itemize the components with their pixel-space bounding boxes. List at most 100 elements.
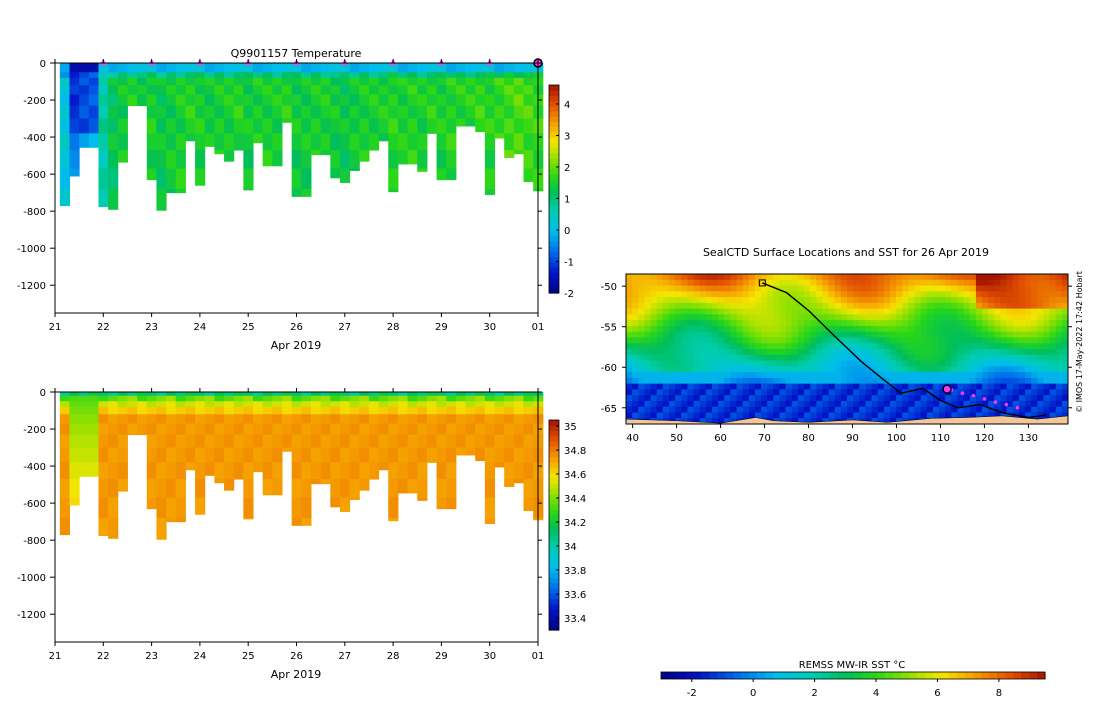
sst-cell	[1061, 285, 1069, 292]
sst-cell	[834, 343, 842, 350]
salinity-cell	[484, 414, 496, 424]
sst-colorbar-swatch	[965, 672, 974, 679]
lat-tick-label: -65	[601, 404, 617, 415]
sst-cell	[945, 331, 952, 338]
sst-cell	[816, 412, 823, 419]
sst-cell	[840, 314, 848, 321]
salinity-cell	[310, 462, 322, 480]
sst-cell	[1025, 406, 1032, 413]
temperature-cell	[282, 66, 293, 73]
sst-cell	[896, 343, 903, 350]
temperature-cell	[59, 168, 70, 190]
sst-cell	[1006, 377, 1014, 385]
sst-cell	[656, 395, 664, 402]
salinity-cell	[117, 423, 128, 436]
salinity-cell	[407, 462, 418, 480]
temperature-cell	[388, 77, 399, 86]
sst-colorbar: -2 0 2 4 6 8	[660, 671, 1046, 699]
sst-cell	[773, 412, 780, 419]
salinity-cell	[494, 401, 505, 408]
sst-cell	[644, 274, 651, 281]
temperature-cell	[301, 133, 312, 151]
sst-cell	[945, 412, 952, 419]
sst-cell	[632, 297, 639, 304]
sst-cell	[810, 366, 817, 373]
sst-cell	[994, 285, 1001, 292]
sst-cell	[779, 366, 787, 373]
sst-colorbar-swatch	[797, 672, 806, 679]
sst-cell	[920, 285, 928, 292]
sst-cell	[914, 337, 922, 344]
salinity-cell	[156, 392, 167, 397]
salinity-cell	[359, 395, 370, 402]
temperature-cell	[185, 85, 196, 95]
sst-cell	[1061, 325, 1069, 333]
sst-cell	[724, 279, 731, 286]
sst-cell	[1049, 360, 1057, 367]
sst-cell	[804, 366, 811, 373]
sst-cell	[988, 412, 995, 419]
sst-cell	[1061, 366, 1069, 373]
sst-cell	[644, 331, 651, 338]
sst-cell	[1043, 314, 1050, 321]
salinity-cell	[349, 401, 360, 408]
salinity-cell	[59, 395, 70, 402]
temperature-cell	[79, 77, 90, 86]
sst-cell	[656, 291, 664, 298]
salinity-cell	[243, 392, 254, 397]
sst-cell	[662, 320, 670, 327]
sst-cell	[1061, 383, 1069, 390]
temperature-cell	[146, 133, 157, 151]
salinity-cell	[69, 447, 80, 463]
temperature-cell	[310, 118, 322, 134]
sst-cell	[632, 331, 639, 338]
x-tick-label: 27	[338, 322, 351, 333]
temperature-cell	[513, 77, 525, 86]
temperature-cell	[204, 63, 215, 68]
sst-cell	[926, 372, 934, 379]
sst-cell	[853, 279, 860, 286]
sst-cell	[865, 354, 872, 361]
temperature-cell	[523, 63, 534, 68]
map-lon-axis: 40 50 60 70 80 90 100 110 120 130	[626, 424, 1038, 444]
sst-cell	[1061, 360, 1069, 367]
salinity-cell	[368, 434, 380, 449]
sst-cell	[877, 412, 885, 419]
temperature-cell	[320, 118, 331, 134]
lon-tick-label: 120	[975, 433, 994, 444]
sst-cell	[767, 360, 774, 367]
salinity-cell	[272, 392, 283, 397]
sst-cell	[675, 274, 682, 281]
salinity-cell	[233, 401, 244, 408]
sst-cell	[736, 383, 744, 390]
sst-cell	[773, 400, 780, 408]
temperature-cell	[310, 63, 322, 68]
temperature-cell	[117, 133, 128, 151]
temperature-cell	[407, 94, 418, 107]
sst-cell	[1055, 331, 1063, 338]
sst-cell	[767, 343, 774, 350]
salinity-cell	[166, 462, 177, 480]
sst-cell	[1018, 302, 1026, 310]
sst-cell	[1006, 331, 1014, 338]
sst-cell	[742, 343, 750, 350]
sst-cell	[908, 343, 915, 350]
salinity-cell	[475, 423, 486, 436]
temperature-cell	[446, 118, 457, 134]
temperature-cell	[185, 133, 196, 142]
sst-cell	[718, 343, 725, 350]
sst-cell	[975, 395, 983, 402]
sst-cell	[1018, 279, 1026, 286]
temperature-cell	[243, 133, 254, 151]
sst-cell	[859, 406, 866, 413]
temperature-cell	[339, 66, 351, 73]
sst-cell	[668, 343, 676, 350]
sst-cell	[951, 412, 958, 419]
salinity-cell	[272, 395, 283, 402]
sst-cell	[626, 274, 633, 281]
sst-cell	[1025, 274, 1032, 281]
sst-cell	[761, 337, 768, 344]
sst-cell	[920, 297, 928, 304]
sst-cell	[834, 349, 842, 356]
